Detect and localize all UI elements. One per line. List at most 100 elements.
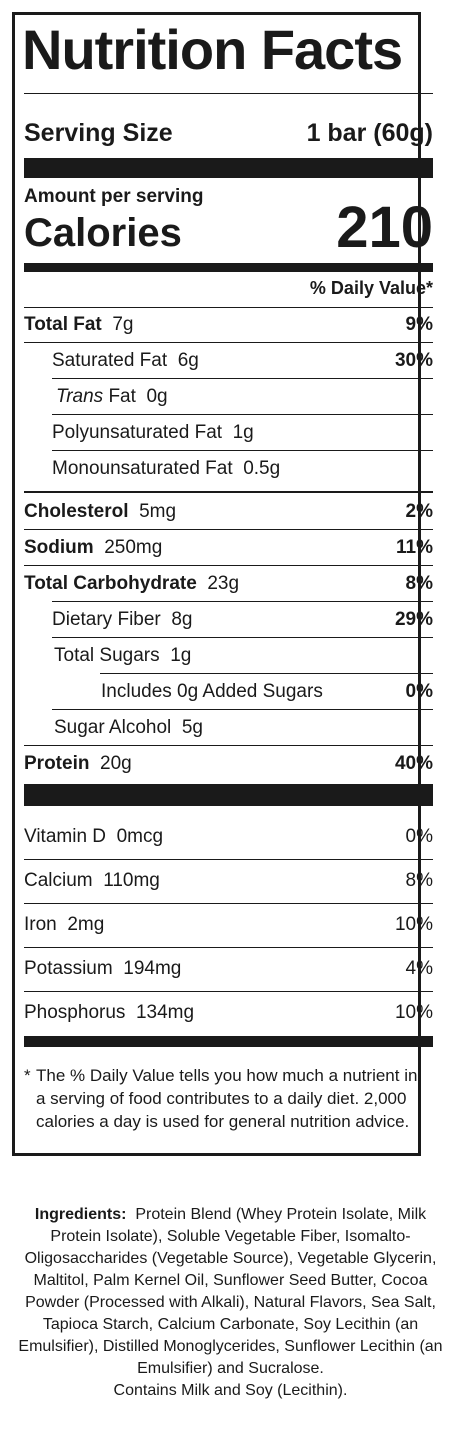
nutrient-amount: 5g bbox=[181, 717, 203, 738]
nutrient-name: Fat bbox=[108, 386, 136, 407]
serving-size-row: Serving Size 1 bar (60g) bbox=[24, 117, 433, 149]
divider bbox=[24, 491, 433, 493]
footnote-text: The % Daily Value tells you how much a n… bbox=[36, 1066, 418, 1131]
micronutrient-name: Vitamin D bbox=[24, 826, 107, 847]
micronutrient-name: Potassium bbox=[24, 958, 113, 979]
nutrient-name: Dietary Fiber bbox=[52, 609, 161, 630]
micronutrient-name: Phosphorus bbox=[24, 1002, 126, 1023]
nutrient-amount: 20g bbox=[100, 753, 132, 774]
micronutrient-amount: 110mg bbox=[103, 870, 160, 891]
micronutrient-row-calcium: Calcium 110mg 8% bbox=[24, 867, 433, 895]
divider bbox=[24, 745, 433, 746]
nutrient-name: Sugar Alcohol bbox=[54, 717, 172, 738]
nutrient-name: Polyunsaturated Fat bbox=[52, 422, 223, 443]
nutrient-amount: 8g bbox=[171, 609, 193, 630]
nutrient-amount: 7g bbox=[112, 314, 134, 335]
serving-size-value: 1 bar (60g) bbox=[306, 119, 433, 147]
divider bbox=[24, 859, 433, 860]
allergen-statement: Contains Milk and Soy (Lecithin). bbox=[113, 1382, 348, 1399]
divider bbox=[24, 529, 433, 530]
nutrient-row-monounsaturated-fat: Monounsaturated Fat 0.5g bbox=[24, 455, 433, 483]
nutrient-name: Total Fat bbox=[24, 314, 102, 335]
divider bbox=[24, 93, 433, 94]
micronutrient-amount: 194mg bbox=[123, 958, 182, 979]
nutrient-dv: 0% bbox=[405, 681, 433, 702]
ingredients-label: Ingredients: bbox=[34, 1206, 127, 1223]
nutrient-row-sodium: Sodium 250mg 11% bbox=[24, 534, 433, 562]
divider bbox=[52, 709, 433, 710]
footnote-star: * bbox=[24, 1066, 31, 1085]
ingredients-block: Ingredients: Protein Blend (Whey Protein… bbox=[12, 1204, 449, 1402]
nutrient-row-dietary-fiber: Dietary Fiber 8g 29% bbox=[24, 606, 433, 634]
divider bbox=[52, 601, 433, 602]
divider bbox=[24, 991, 433, 992]
nutrient-name-italic: Trans bbox=[56, 386, 104, 407]
micronutrient-name: Calcium bbox=[24, 870, 93, 891]
nutrient-dv: 29% bbox=[394, 609, 433, 630]
nutrition-label bbox=[12, 12, 421, 1156]
divider bbox=[52, 378, 433, 379]
divider bbox=[24, 565, 433, 566]
micronutrient-dv: 10% bbox=[394, 914, 433, 935]
nutrient-row-sugar-alcohol: Sugar Alcohol 5g bbox=[24, 714, 433, 742]
label-title: Nutrition Facts bbox=[22, 18, 403, 81]
daily-value-header: % Daily Value* bbox=[309, 278, 433, 298]
divider bbox=[24, 903, 433, 904]
micronutrient-row-vitamin-d: Vitamin D 0mcg 0% bbox=[24, 823, 433, 851]
micronutrient-row-iron: Iron 2mg 10% bbox=[24, 911, 433, 939]
micronutrient-dv: 8% bbox=[405, 870, 433, 891]
nutrient-row-added-sugars: Includes 0g Added Sugars 0% bbox=[24, 678, 433, 706]
nutrient-name: Total Sugars bbox=[54, 645, 160, 666]
calories-value: 210 bbox=[336, 195, 433, 260]
nutrient-amount: 1g bbox=[170, 645, 192, 666]
divider bbox=[24, 947, 433, 948]
nutrient-name: Saturated Fat bbox=[52, 350, 168, 371]
micronutrient-dv: 10% bbox=[394, 1002, 433, 1023]
nutrient-name: Includes 0g Added Sugars bbox=[101, 681, 323, 702]
nutrient-amount: 23g bbox=[207, 573, 240, 594]
nutrient-dv: 8% bbox=[405, 573, 433, 594]
nutrient-row-cholesterol: Cholesterol 5mg 2% bbox=[24, 498, 433, 526]
nutrient-name: Total Carbohydrate bbox=[24, 573, 197, 594]
divider bbox=[52, 414, 433, 415]
nutrient-name: Sodium bbox=[24, 537, 94, 558]
nutrient-name: Cholesterol bbox=[24, 501, 129, 522]
nutrient-dv: 40% bbox=[394, 753, 433, 774]
divider bbox=[52, 637, 433, 638]
micronutrient-dv: 4% bbox=[405, 958, 433, 979]
nutrient-amount: 0.5g bbox=[243, 458, 281, 479]
thick-rule bbox=[24, 158, 433, 178]
nutrient-amount: 0g bbox=[146, 386, 168, 407]
footnote: * The % Daily Value tells you how much a… bbox=[24, 1064, 424, 1133]
nutrient-amount: 6g bbox=[177, 350, 199, 371]
divider bbox=[100, 673, 433, 674]
divider bbox=[52, 450, 433, 451]
micronutrient-amount: 2mg bbox=[67, 914, 105, 935]
micronutrient-dv: 0% bbox=[405, 826, 433, 847]
nutrient-name: Monounsaturated Fat bbox=[52, 458, 233, 479]
nutrient-row-saturated-fat: Saturated Fat 6g 30% bbox=[24, 347, 433, 375]
nutrient-dv: 11% bbox=[396, 537, 433, 558]
amount-per-serving: Amount per serving bbox=[24, 186, 204, 207]
nutrient-dv: 2% bbox=[405, 501, 433, 522]
nutrient-row-total-sugars: Total Sugars 1g bbox=[24, 642, 433, 670]
micronutrient-row-phosphorus: Phosphorus 134mg 10% bbox=[24, 999, 433, 1027]
medium-rule bbox=[24, 1036, 433, 1047]
nutrient-dv: 9% bbox=[405, 314, 433, 335]
micronutrient-amount: 0mcg bbox=[116, 826, 164, 847]
nutrient-amount: 5mg bbox=[139, 501, 177, 522]
nutrient-row-trans-fat: Trans Fat 0g bbox=[24, 383, 433, 411]
thick-rule bbox=[24, 784, 433, 806]
divider bbox=[24, 307, 433, 308]
medium-rule bbox=[24, 263, 433, 272]
nutrient-row-total-carbohydrate: Total Carbohydrate 23g 8% bbox=[24, 570, 433, 598]
nutrient-row-total-fat: Total Fat 7g 9% bbox=[24, 311, 433, 339]
nutrient-name: Protein bbox=[24, 753, 90, 774]
calories-label: Calories bbox=[24, 211, 182, 255]
micronutrient-amount: 134mg bbox=[135, 1002, 195, 1023]
ingredients-text: Protein Blend (Whey Protein Isolate, Mil… bbox=[18, 1206, 443, 1377]
nutrient-dv: 30% bbox=[394, 350, 433, 371]
micronutrient-row-potassium: Potassium 194mg 4% bbox=[24, 955, 433, 983]
nutrient-amount: 250mg bbox=[104, 537, 163, 558]
nutrient-amount: 1g bbox=[232, 422, 254, 443]
